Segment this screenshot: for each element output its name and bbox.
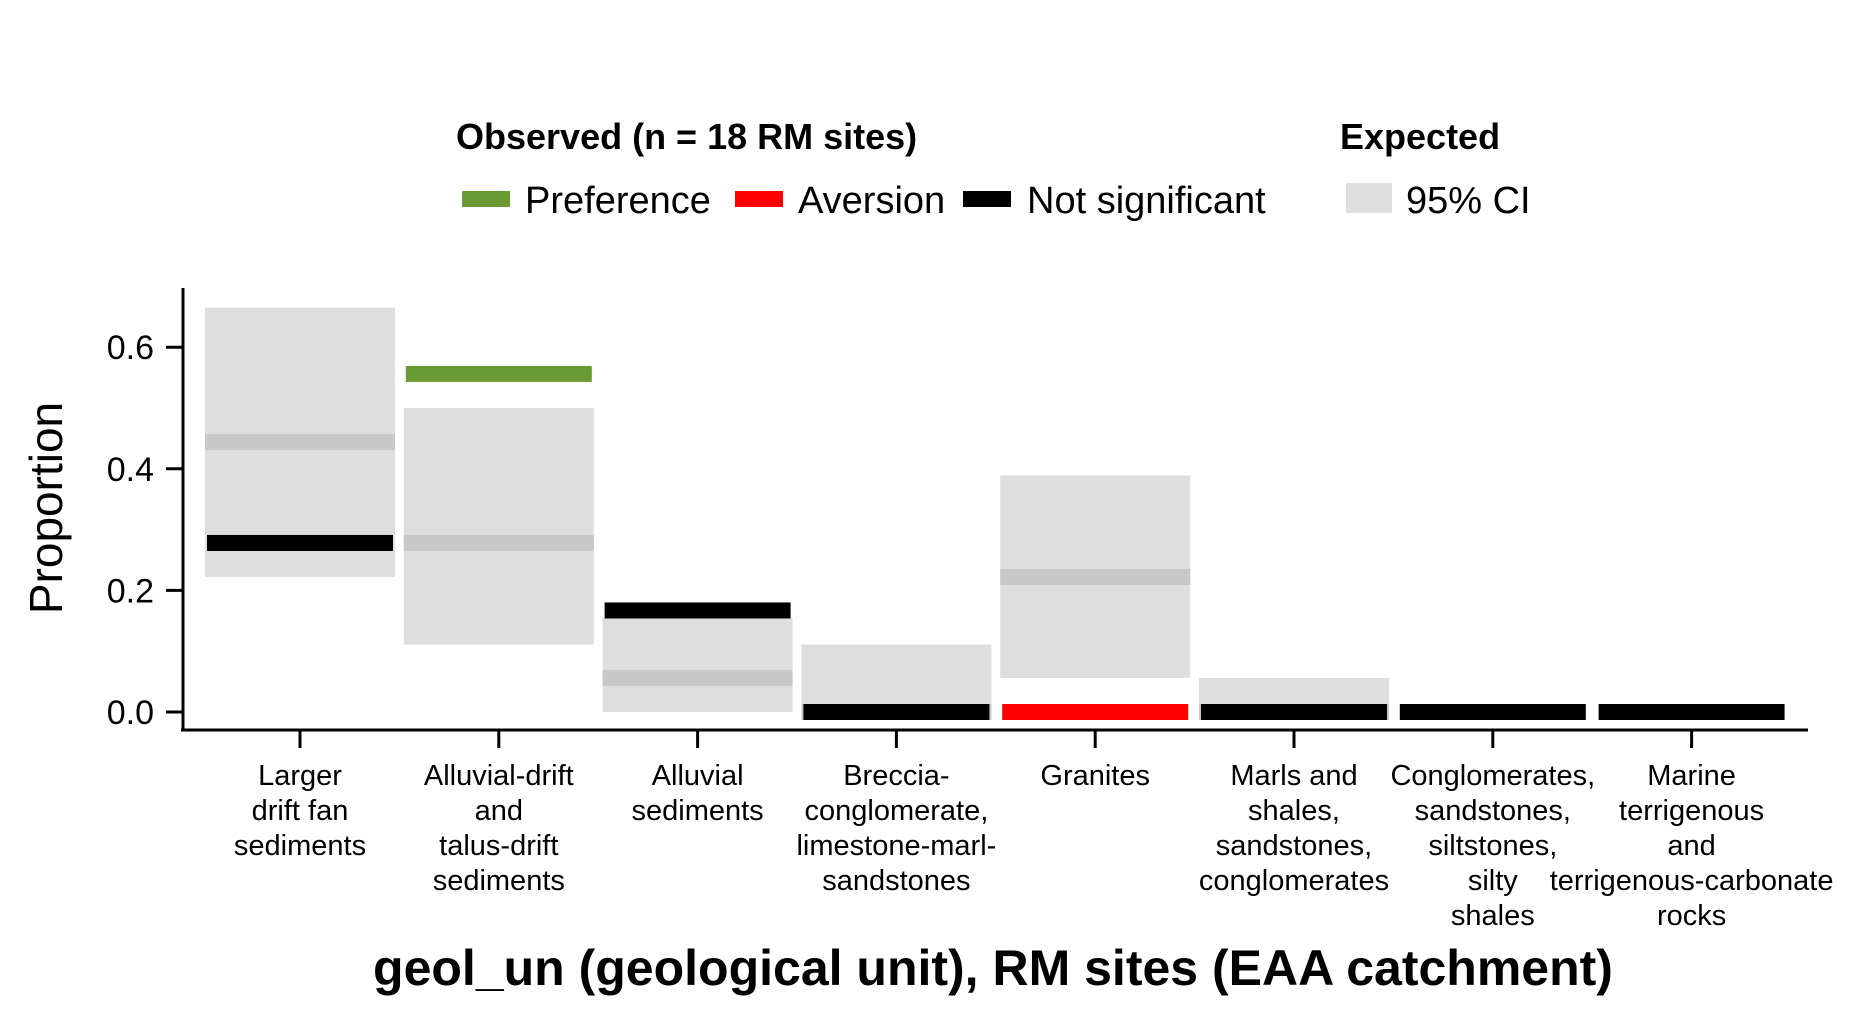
legend-swatch-not-significant: [963, 191, 1011, 207]
category-3-label-line-2: sediments: [632, 795, 764, 827]
category-4-label-line-1: Breccia-: [843, 760, 949, 792]
category-6-label-line-2: shales,: [1248, 795, 1340, 827]
category-5-label-line-1: Granites: [1040, 760, 1150, 792]
category-8-label-line-4: terrigenous-carbonate: [1550, 865, 1834, 897]
category-2-label-line-3: talus-drift: [439, 830, 558, 862]
y-tick-label-1: 0.0: [107, 694, 154, 732]
category-2-label-line-1: Alluvial-drift: [424, 760, 574, 792]
legend-label-aversion: Aversion: [798, 180, 945, 222]
legend-item-not-significant: Not significant: [963, 180, 1266, 222]
category-2-label-line-2: and: [475, 795, 523, 827]
category-4-label-line-2: conglomerate,: [805, 795, 989, 827]
legend-swatch-ci: [1346, 183, 1392, 213]
category-1-expected-line: [205, 434, 395, 451]
category-1-label-line-1: Larger: [258, 760, 342, 792]
category-2-ci-box: [403, 408, 594, 645]
category-3-label-line-1: Alluvial: [652, 760, 744, 792]
category-7-observed-bar: [1399, 704, 1586, 720]
category-6-label-line-3: sandstones,: [1216, 830, 1372, 862]
category-7-label-line-2: sandstones,: [1415, 795, 1571, 827]
category-1-observed-bar: [207, 534, 393, 551]
category-8-label-line-3: and: [1667, 830, 1715, 862]
category-3-ci-box: [602, 617, 793, 712]
category-6-label-line-1: Marls and: [1230, 760, 1357, 792]
category-1-label-line-3: sediments: [234, 830, 366, 862]
category-7-label-line-3: siltstones,: [1428, 830, 1557, 862]
y-tick-label-3: 0.4: [107, 451, 154, 489]
category-1-label-line-2: drift fan: [252, 795, 349, 827]
legend-item-ci: 95% CI: [1346, 180, 1531, 222]
category-1-label: Larger drift fan sediments: [234, 760, 366, 862]
plot-area: [205, 307, 1785, 720]
legend-swatch-preference: [462, 191, 510, 207]
category-4-observed-bar: [803, 704, 990, 720]
category-6-label-line-4: conglomerates: [1199, 865, 1389, 897]
y-tick-label-2: 0.2: [107, 572, 154, 610]
category-8-label-line-2: terrigenous: [1619, 795, 1764, 827]
category-8-label: Marine terrigenous and terrigenous-carbonat…: [1550, 760, 1834, 932]
legend-label-not-significant: Not significant: [1027, 180, 1266, 222]
legend-observed-title: Observed (n = 18 RM sites): [456, 116, 917, 157]
legend-item-preference: Preference: [462, 180, 711, 222]
category-7-label-line-4: silty: [1468, 865, 1518, 897]
category-5-expected-line: [1000, 569, 1191, 586]
category-4-label-line-3: limestone-marl-: [796, 830, 996, 862]
category-3-observed-bar: [604, 602, 791, 619]
category-2-expected-line: [403, 534, 594, 551]
y-axis-ticks: 0.0 0.2 0.4 0.6: [107, 329, 184, 732]
category-2-label: Alluvial-drift and talus-drift sediments: [424, 760, 574, 897]
x-axis-title: geol_un (geological unit), RM sites (EAA…: [373, 940, 1613, 996]
category-2-label-line-4: sediments: [433, 865, 565, 897]
category-2-observed-bar: [405, 365, 592, 382]
legend-label-preference: Preference: [525, 180, 711, 222]
y-axis-title: Proportion: [20, 402, 72, 614]
y-tick-label-4: 0.6: [107, 329, 154, 367]
category-8-label-line-1: Marine: [1647, 760, 1736, 792]
category-6-observed-bar: [1201, 704, 1387, 720]
category-5-label: Granites: [1040, 760, 1150, 792]
legend-label-ci: 95% CI: [1406, 180, 1531, 222]
category-4-label: Breccia-conglomerate, limestone-marl-sand…: [796, 760, 996, 897]
category-5-observed-bar: [1002, 704, 1189, 720]
category-7-label-line-5: shales: [1451, 900, 1535, 932]
category-4-label-line-4: sandstones: [822, 865, 970, 897]
category-3-expected-line: [602, 669, 793, 686]
category-7-label-line-1: Conglomerates,: [1390, 760, 1595, 792]
legend: Observed (n = 18 RM sites) Preference Av…: [456, 116, 1531, 222]
category-6-label: Marls and shales, sandstones, conglomerates: [1199, 760, 1389, 897]
legend-swatch-aversion: [735, 191, 783, 207]
legend-item-aversion: Aversion: [735, 180, 945, 222]
category-8-observed-bar: [1598, 704, 1785, 720]
legend-expected-title: Expected: [1340, 116, 1500, 157]
category-7-label: Conglomerates, sandstones, siltstones, silt…: [1390, 760, 1595, 932]
category-8-label-line-5: rocks: [1657, 900, 1726, 932]
category-4-ci-box: [801, 644, 992, 712]
category-3-label: Alluvial sediments: [632, 760, 764, 827]
